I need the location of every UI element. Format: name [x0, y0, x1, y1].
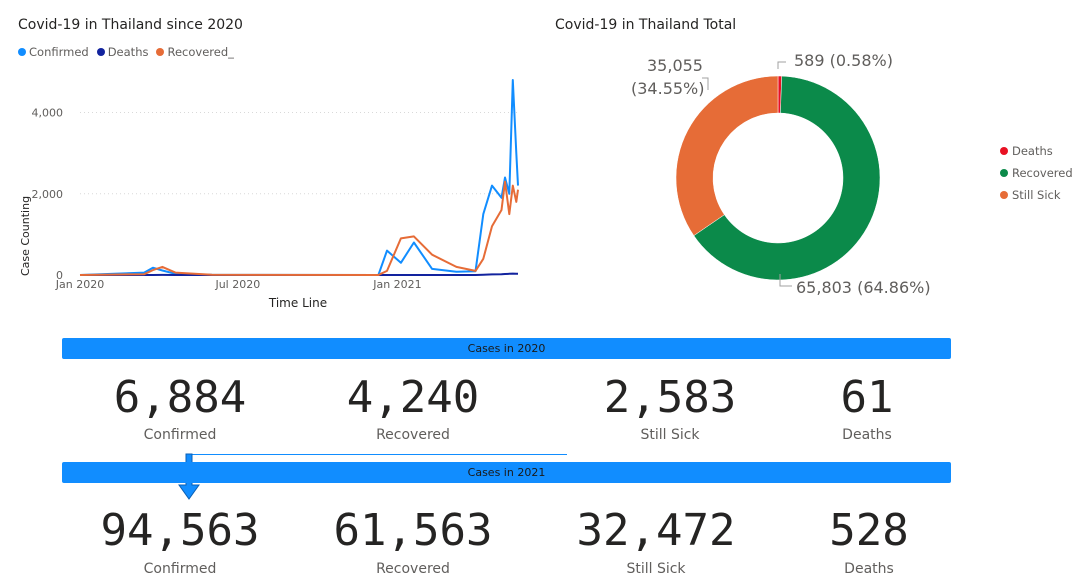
legend-label-recovered: Recovered_ [167, 45, 234, 59]
donut-legend-item-recovered[interactable]: Recovered [1000, 166, 1073, 180]
legend-dot-confirmed [18, 48, 26, 56]
series-line-deaths[interactable] [80, 272, 518, 276]
donut-legend-label-recovered: Recovered [1012, 166, 1073, 180]
legend-item-recovered[interactable]: Recovered_ [156, 45, 234, 59]
kpi-2020-confirmed-value: 6,884 [113, 372, 247, 423]
kpi-2020-deaths-label: Deaths [842, 427, 892, 443]
kpi-2020-recovered-value: 4,240 [346, 372, 480, 423]
legend-dot-deaths [96, 48, 105, 56]
x-tick-label: Jan 2021 [372, 278, 421, 291]
donut-legend-label-still-sick: Still Sick [1012, 188, 1061, 202]
kpi-2020-recovered-label: Recovered [376, 427, 450, 443]
line-chart-plot[interactable]: 0 2,000 4,000 Jan 2020 Jul 2020 Jan 2021 Tim… [0, 60, 540, 320]
donut-legend: Deaths Recovered Still Sick [1000, 144, 1073, 202]
banner-cases-2020[interactable]: Cases in 2020 [62, 338, 951, 359]
x-tick-label: Jan 2020 [55, 278, 104, 291]
pie-chart-title: Covid-19 in Thailand Total [555, 17, 737, 33]
kpi-2020-still-sick-value: 2,583 [603, 372, 737, 423]
legend-item-confirmed[interactable]: Confirmed [18, 45, 89, 59]
donut-legend-dot-deaths [1000, 147, 1008, 155]
kpi-2020-confirmed-label: Confirmed [143, 427, 217, 443]
kpi-2020-still-sick-label: Still Sick [640, 427, 700, 443]
donut-legend-label-deaths: Deaths [1012, 144, 1053, 158]
y-tick-label: 2,000 [32, 188, 64, 201]
series-line-recovered[interactable] [79, 180, 519, 276]
legend-dot-recovered [156, 48, 165, 56]
kpi-2021-still-sick-label: Still Sick [626, 561, 686, 577]
line-chart-y-ticks: 0 2,000 4,000 [32, 107, 64, 283]
kpi-2021-recovered-value: 61,563 [333, 505, 493, 556]
line-chart-legend: Confirmed Deaths Recovered_ [18, 45, 238, 59]
leader-line-deaths [777, 61, 786, 69]
legend-label-deaths: Deaths [107, 45, 149, 59]
kpi-2021-confirmed-label: Confirmed [143, 561, 217, 577]
series-line-confirmed[interactable] [79, 79, 519, 276]
donut-label-recovered: 65,803 (64.86%) [796, 278, 931, 297]
donut-legend-dot-still-sick [1000, 191, 1008, 199]
donut-leader-lines [702, 61, 792, 287]
kpi-2021-still-sick-value: 32,472 [576, 505, 736, 556]
donut-slice-still-sick[interactable] [675, 75, 779, 236]
donut-label-still-sick-percent: (34.55%) [631, 79, 705, 98]
legend-item-deaths[interactable]: Deaths [96, 45, 149, 59]
kpi-2020-deaths-value: 61 [840, 372, 894, 423]
line-chart-y-axis-title: Case Counting [19, 196, 32, 276]
line-chart-grid [80, 112, 518, 195]
donut-slice-recovered[interactable] [693, 75, 881, 281]
donut-label-deaths: 589 (0.58%) [794, 51, 893, 70]
donut-legend-item-deaths[interactable]: Deaths [1000, 144, 1073, 158]
donut-legend-dot-recovered [1000, 169, 1008, 177]
banner-cases-2021[interactable]: Cases in 2021 [62, 462, 951, 483]
donut-chart[interactable] [660, 60, 900, 300]
kpi-2021-deaths-value: 528 [829, 505, 909, 556]
line-chart-x-ticks: Jan 2020 Jul 2020 Jan 2021 [55, 278, 422, 291]
connector-line [186, 454, 567, 455]
leader-line-still-sick [702, 77, 709, 90]
line-chart-x-axis-title: Time Line [268, 296, 327, 310]
x-tick-label: Jul 2020 [214, 278, 260, 291]
y-tick-label: 0 [56, 269, 63, 282]
line-chart-series [79, 79, 519, 276]
kpi-2021-confirmed-value: 94,563 [100, 505, 260, 556]
donut-label-still-sick-count: 35,055 [647, 56, 703, 75]
legend-label-confirmed: Confirmed [29, 45, 89, 59]
kpi-2021-deaths-label: Deaths [844, 561, 894, 577]
donut-legend-item-still-sick[interactable]: Still Sick [1000, 188, 1073, 202]
line-chart-title: Covid-19 in Thailand since 2020 [18, 17, 243, 33]
leader-line-recovered [779, 274, 792, 287]
y-tick-label: 4,000 [32, 107, 64, 120]
kpi-2021-recovered-label: Recovered [376, 561, 450, 577]
donut-slices [675, 75, 881, 281]
